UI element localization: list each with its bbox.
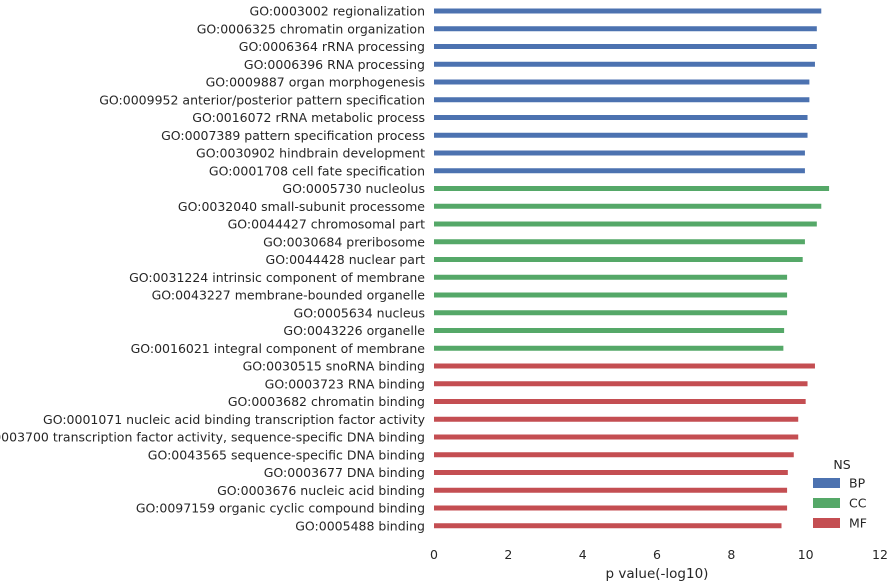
legend-swatch-cc: [813, 498, 840, 508]
bar-cc: [434, 274, 788, 280]
x-tick-label: 8: [727, 547, 735, 562]
bar-cc: [434, 328, 785, 333]
legend-swatch-bp: [813, 478, 840, 488]
bar-bp: [434, 150, 805, 156]
legend-label-bp: BP: [849, 476, 866, 491]
category-label: GO:0006325 chromatin organization: [197, 21, 425, 36]
category-label: GO:0003682 chromatin binding: [228, 394, 425, 409]
category-label: GO:0005634 nucleus: [294, 305, 425, 320]
x-axis: 0 2 4 6 8 10 12: [430, 547, 888, 562]
legend-swatch-mf: [813, 518, 840, 528]
category-label: GO:0031224 intrinsic component of membra…: [129, 270, 425, 285]
category-label: GO:0009952 anterior/posterior pattern sp…: [99, 92, 425, 107]
bar-cc: [434, 221, 817, 227]
category-label: GO:0009887 organ morphogenesis: [206, 75, 425, 90]
x-axis-label: p value(-log10): [606, 566, 709, 582]
category-label: GO:0001708 cell fate specification: [209, 163, 425, 178]
bar-cc: [434, 345, 784, 351]
category-label: GO:0005488 binding: [295, 518, 425, 533]
bar-bp: [434, 26, 817, 32]
legend: NS BP CC MF: [813, 457, 867, 531]
category-label: GO:0006396 RNA processing: [244, 57, 425, 72]
x-tick-label: 12: [872, 547, 888, 562]
x-tick-label: 2: [504, 547, 512, 562]
bar-bp: [434, 115, 808, 120]
category-label: GO:0006364 rRNA processing: [239, 39, 425, 54]
category-label: GO:0097159 organic cyclic compound bindi…: [136, 501, 425, 516]
bar-mf: [434, 434, 799, 440]
category-label: GO:0016021 integral component of membran…: [131, 341, 426, 356]
category-label: GO:0001071 nucleic acid binding transcri…: [43, 412, 426, 427]
category-label: GO:0003002 regionalization: [250, 4, 425, 19]
category-label: GO:0030902 hindbrain development: [196, 146, 425, 161]
bar-cc: [434, 203, 822, 209]
category-label: GO:0007389 pattern specification process: [161, 128, 425, 143]
bar-mf: [434, 381, 808, 387]
bar-bp: [434, 79, 810, 85]
category-label: GO:0003676 nucleic acid binding: [217, 483, 425, 498]
category-label: GO:0003700 transcription factor activity…: [0, 430, 425, 445]
x-tick-label: 10: [798, 547, 814, 562]
x-tick-label: 0: [430, 547, 438, 562]
category-label: GO:0005730 nucleolus: [282, 181, 425, 196]
category-label: GO:0032040 small-subunit processome: [178, 199, 425, 214]
category-label: GO:0003677 DNA binding: [264, 465, 425, 480]
bar-bp: [434, 8, 822, 14]
category-label: GO:0044427 chromosomal part: [228, 217, 425, 232]
x-tick-label: 6: [653, 547, 661, 562]
bar-cc: [434, 292, 788, 298]
bar-cc: [434, 239, 805, 245]
legend-title: NS: [833, 457, 850, 472]
bar-mf: [434, 505, 788, 511]
bar-mf: [434, 523, 782, 529]
bar-mf: [434, 363, 815, 369]
category-label: GO:0030515 snoRNA binding: [243, 359, 425, 374]
category-label: GO:0030684 preribosome: [263, 234, 425, 249]
legend-label-cc: CC: [849, 496, 867, 511]
category-label: GO:0043227 membrane-bounded organelle: [152, 288, 426, 303]
bar-bp: [434, 97, 810, 103]
category-label: GO:0043226 organelle: [283, 323, 425, 338]
bar-bp: [434, 61, 815, 67]
bar-cc: [434, 186, 830, 191]
bar-bp: [434, 44, 817, 49]
bar-mf: [434, 416, 799, 422]
category-labels: GO:0003002 regionalization GO:0006325 chr…: [0, 4, 426, 534]
bar-bp: [434, 168, 805, 174]
bar-mf: [434, 487, 788, 493]
bar-bp: [434, 132, 808, 138]
bar-cc: [434, 257, 803, 262]
bar-mf: [434, 470, 788, 475]
bar-mf: [434, 452, 794, 458]
bar-cc: [434, 310, 788, 316]
bar-mf: [434, 399, 806, 404]
x-tick-label: 4: [579, 547, 587, 562]
category-label: GO:0043565 sequence-specific DNA binding: [148, 447, 425, 462]
bars-layer: [434, 8, 830, 529]
category-label: GO:0044428 nuclear part: [266, 252, 426, 267]
category-label: GO:0016072 rRNA metabolic process: [192, 110, 425, 125]
legend-label-mf: MF: [849, 516, 867, 531]
category-label: GO:0003723 RNA binding: [265, 376, 425, 391]
